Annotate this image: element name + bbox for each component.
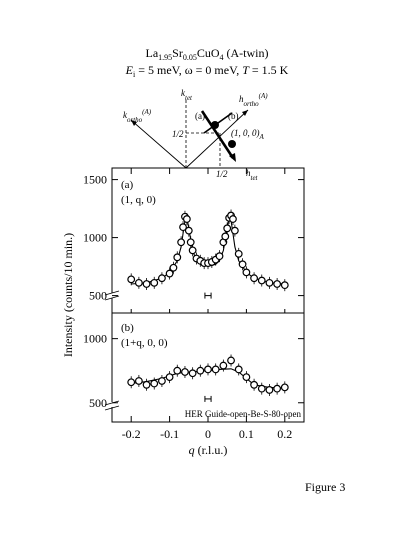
panel-b-data-point (158, 377, 166, 385)
panel-b-data-point (250, 380, 258, 389)
axis-break-a-line1 (104, 290, 120, 296)
inset-label-b: (b) (228, 111, 239, 121)
reciprocal-space-inset: ktet htet kortho(A) hortho(A) (a) (b) 1/… (118, 88, 268, 182)
x-axis: -0.2 -0.1 0 0.1 0.2 (122, 168, 292, 441)
h-ortho-label: hortho(A) (239, 92, 268, 108)
panel-b-data-point (227, 356, 235, 365)
panel-b-data-point (211, 365, 220, 374)
axis-break-a-line2 (104, 295, 120, 301)
panel-b-label: (b) (121, 322, 134, 334)
panel-a-data-point (150, 278, 159, 287)
y-axis-title: Intensity (counts/10 min.) (61, 233, 75, 357)
scan-a-point (211, 121, 219, 129)
x-tick-label: -0.1 (160, 427, 179, 441)
x-tick-label: 0 (205, 427, 211, 441)
panel-a-data-point (221, 232, 230, 241)
panel-b-plot: 500 1000 (83, 332, 304, 410)
panel-b-data-point (150, 379, 159, 388)
panel-a-data-point (257, 276, 266, 285)
panel-a-data-point (230, 226, 239, 235)
panel-a-data-point (273, 280, 282, 288)
x-tick-label: 0.2 (277, 427, 292, 441)
k-ortho-label: kortho(A) (123, 108, 152, 124)
panel-a-data-point (177, 238, 186, 247)
axis-break-b-gap (104, 402, 120, 407)
panel-b-data-point (242, 373, 251, 382)
inset-label-a: (a) (195, 111, 205, 121)
panel-a-data-point (234, 249, 243, 258)
panel-a-data-point (179, 223, 187, 232)
panel-a-label: (a) (121, 179, 134, 191)
panel-b-data-point (181, 368, 189, 376)
panel-a-data-point (182, 215, 191, 223)
k-ortho-arrowhead (131, 120, 137, 126)
panel-b-data-point (265, 386, 274, 394)
panel-a-data-point (134, 278, 143, 287)
panel-a-data-point (188, 246, 197, 255)
panel-a-data-point (215, 252, 224, 261)
panel-a-ytick-label: 1000 (83, 231, 107, 245)
k-tet-label: ktet (181, 88, 193, 102)
panel-a-data-point (223, 224, 232, 233)
panel-b-data-point (188, 369, 197, 378)
panel-a-data-point (242, 268, 251, 277)
panel-b-data-point (280, 383, 289, 392)
panel-a-fit-curve (131, 216, 285, 285)
panel-b-data-point (196, 366, 205, 375)
inset-point-label: (1, 0, 0)A (231, 128, 265, 141)
panel-a-data-point (186, 238, 195, 247)
panel-b-data-point (127, 378, 136, 387)
h-ortho-axis (185, 109, 249, 169)
panel-a-data-point (265, 278, 274, 287)
scan-b-arrowhead (229, 153, 236, 162)
panel-a-ytick-label: 1500 (83, 173, 107, 187)
inset-half-x: 1/2 (216, 169, 228, 179)
panel-a-scan: (1, q, 0) (121, 194, 156, 206)
panel-a-data-point (238, 260, 247, 269)
panel-b-data-point (134, 377, 143, 385)
figure-number: Figure 3 (305, 480, 345, 494)
panel-a-data-point (173, 253, 182, 262)
panel-a-data-point (169, 263, 178, 272)
panel-a-data-point (158, 274, 166, 283)
panel-b-scan: (1+q, 0, 0) (121, 337, 168, 349)
figure-title: La1.95Sr0.05CuO4 (A-twin) (146, 46, 269, 62)
panel-a-ytick-label: 500 (89, 289, 107, 303)
panel-a-data-point (127, 275, 136, 284)
panel-b-data-point (142, 380, 151, 389)
panel-b-data-point (219, 361, 228, 370)
panel-b-ytick-label: 500 (89, 396, 107, 410)
panel-b-data-point (204, 365, 212, 374)
instrument-note: HER Guide-open-Be-S-80-open (185, 409, 302, 419)
axis-break-b-line2 (104, 405, 120, 411)
panel-a-data-point (280, 281, 289, 290)
panel-a-data-point (250, 274, 258, 283)
panel-a-data-point (184, 226, 193, 235)
scan-b-point (228, 140, 236, 148)
inset-half-y: 1/2 (172, 129, 184, 139)
x-tick-label: 0.1 (239, 427, 254, 441)
panel-b-data-point (257, 384, 266, 393)
k-ortho-axis (130, 119, 187, 169)
panel-b-ytick-label: 1000 (83, 332, 107, 346)
panel-b-data-point (273, 384, 282, 393)
panel-b-data-point (234, 365, 243, 374)
panel-a-data-point (165, 269, 174, 278)
scan-b-arrow (200, 110, 235, 159)
panel-a-plot: 500 1000 1500 (83, 173, 304, 303)
panel-a-data-point (229, 215, 237, 223)
panel-a-data-point (142, 280, 151, 288)
figure-conditions: Ei = 5 meV, ω = 0 meV, T = 1.5 K (125, 63, 289, 79)
panel-b-data-point (173, 366, 182, 375)
h-tet-label: htet (246, 168, 259, 182)
x-axis-title: q (r.l.u.) (189, 443, 228, 457)
x-tick-label: -0.2 (122, 427, 141, 441)
h-ortho-arrowhead (242, 110, 248, 116)
panel-b-data-point (165, 373, 174, 382)
